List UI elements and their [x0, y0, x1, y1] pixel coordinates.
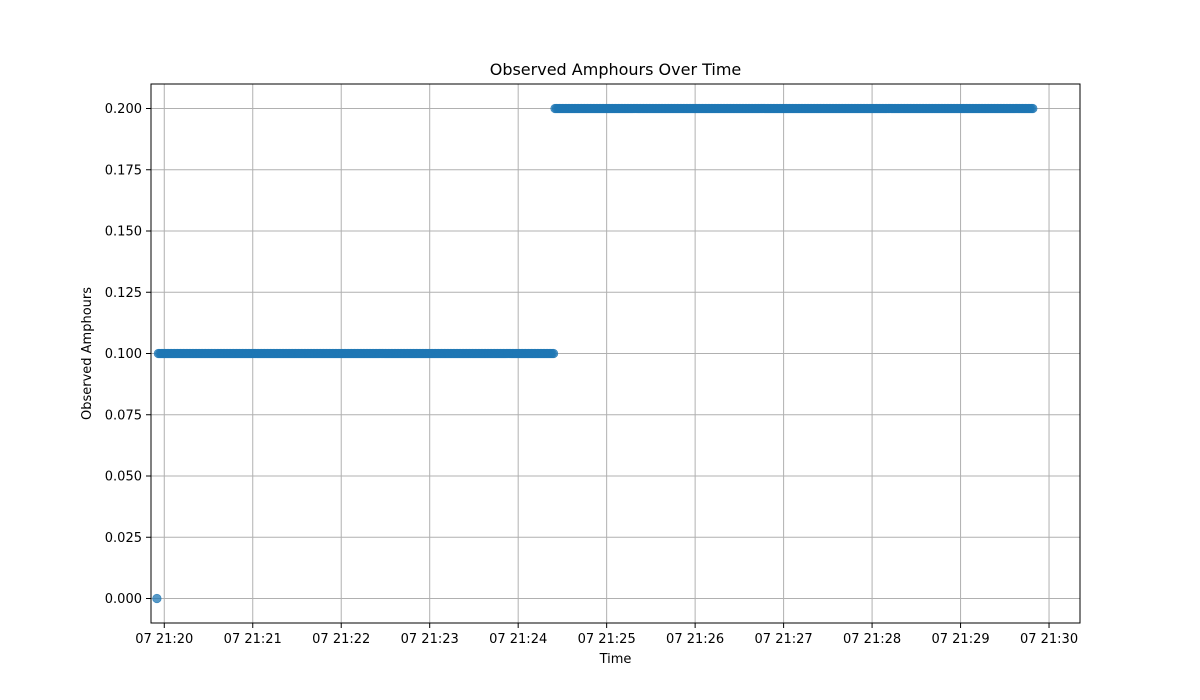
x-axis: 07 21:20 07 21:21 07 21:22 07 21:23 07 21:24…	[135, 623, 1078, 647]
x-tick-label: 07 21:21	[224, 632, 282, 647]
y-tick-label: 0.175	[105, 163, 142, 178]
x-tick-label: 07 21:30	[1020, 632, 1078, 647]
y-tick-label: 0.050	[105, 470, 142, 485]
data-point	[1028, 103, 1038, 114]
x-tick-label: 07 21:24	[489, 632, 547, 647]
y-tick-label: 0.150	[105, 225, 142, 240]
y-axis: 0.000 0.025 0.050 0.075 0.100 0.125 0.150 0.175…	[105, 102, 151, 607]
chart-title: Observed Amphours Over Time	[490, 60, 742, 79]
x-tick-label: 07 21:22	[312, 632, 370, 647]
x-tick-label: 07 21:27	[755, 632, 813, 647]
y-tick-label: 0.025	[105, 531, 142, 546]
x-tick-label: 07 21:28	[843, 632, 901, 647]
y-tick-label: 0.075	[105, 408, 142, 423]
y-tick-label: 0.000	[105, 592, 142, 607]
x-tick-label: 07 21:25	[578, 632, 636, 647]
y-tick-label: 0.100	[105, 347, 142, 362]
data-point	[152, 593, 162, 604]
y-tick-label: 0.125	[105, 286, 142, 301]
x-axis-title: Time	[599, 652, 632, 667]
x-tick-label: 07 21:26	[666, 632, 724, 647]
x-tick-label: 07 21:23	[401, 632, 459, 647]
y-tick-label: 0.200	[105, 102, 142, 117]
x-tick-label: 07 21:20	[135, 632, 193, 647]
x-tick-label: 07 21:29	[931, 632, 989, 647]
scatter-points	[152, 103, 1038, 604]
y-axis-title: Observed Amphours	[80, 287, 95, 420]
data-point	[548, 348, 559, 359]
